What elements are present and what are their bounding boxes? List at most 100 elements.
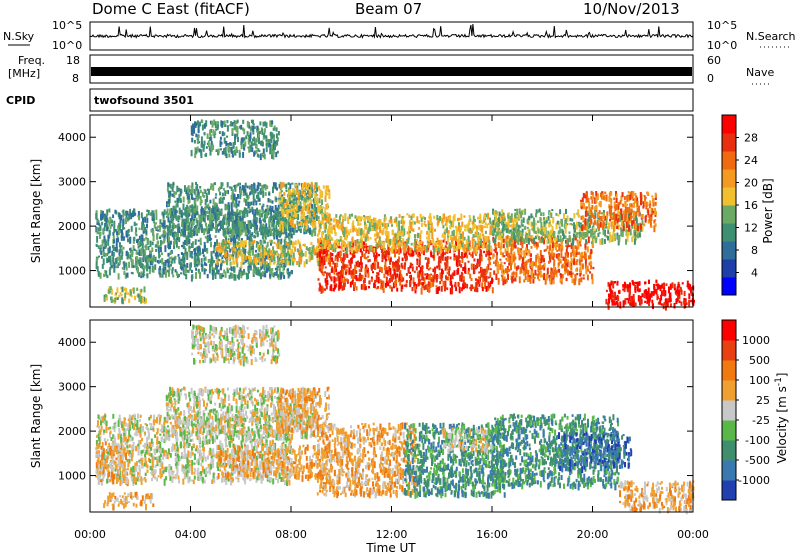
echo-cell	[122, 261, 125, 265]
echo-cell	[458, 217, 461, 221]
nave-tick-top: 60	[707, 54, 721, 67]
echo-cell	[480, 274, 483, 278]
echo-cell	[368, 280, 371, 285]
echo-cell	[508, 229, 511, 234]
echo-cell	[503, 255, 506, 258]
echo-cell	[116, 256, 119, 261]
nsky-tick-top: 10^5	[52, 19, 82, 32]
echo-cell	[258, 131, 261, 134]
echo-cell	[124, 272, 127, 279]
echo-cell	[249, 260, 251, 264]
echo-cell	[260, 212, 263, 218]
echo-cell	[359, 222, 362, 226]
echo-cell	[290, 208, 293, 215]
echo-cell	[243, 251, 246, 254]
echo-cell	[285, 183, 288, 189]
echo-cell	[243, 207, 246, 213]
echo-cell	[581, 251, 583, 256]
echo-cell	[458, 235, 461, 241]
echo-cell	[354, 239, 357, 246]
echo-cell	[128, 213, 131, 221]
echo-cell	[298, 182, 301, 186]
echo-cell	[244, 248, 247, 254]
echo-cell	[407, 247, 410, 254]
echo-cell	[582, 274, 585, 277]
echo-cell	[584, 243, 587, 249]
echo-cell	[248, 237, 251, 242]
echo-cell	[368, 228, 371, 232]
echo-cell	[278, 241, 281, 245]
echo-cell	[409, 252, 412, 257]
echo-cell	[151, 247, 154, 252]
echo-cell	[497, 269, 499, 274]
echo-cell	[543, 276, 545, 281]
echo-cell	[281, 226, 284, 233]
echo-cell	[239, 222, 242, 229]
echo-cell	[264, 231, 267, 238]
echo-cell	[231, 256, 234, 260]
echo-cell	[571, 278, 574, 284]
echo-cell	[270, 239, 273, 244]
echo-cell	[219, 212, 222, 216]
echo-cell	[281, 214, 284, 222]
echo-cell	[429, 213, 432, 216]
echo-cell	[375, 287, 378, 290]
echo-cell	[391, 246, 394, 254]
echo-cell	[452, 221, 455, 228]
echo-cell	[377, 261, 380, 269]
echo-cell	[374, 233, 376, 237]
echo-cell	[182, 196, 185, 203]
echo-cell	[443, 213, 446, 220]
echo-cell	[253, 183, 256, 190]
echo-cell	[305, 223, 307, 226]
echo-cell	[527, 237, 530, 245]
echo-cell	[302, 211, 305, 217]
echo-cell	[447, 276, 450, 281]
echo-cell	[118, 249, 121, 256]
echo-cell	[270, 214, 273, 218]
echo-cell	[303, 225, 306, 232]
echo-cell	[418, 274, 421, 278]
echo-cell	[384, 216, 387, 221]
echo-cell	[252, 193, 255, 200]
echo-cell	[141, 226, 144, 231]
echo-cell	[326, 192, 329, 196]
echo-cell	[502, 278, 505, 286]
echo-cell	[231, 224, 234, 230]
echo-cell	[586, 265, 589, 272]
echo-cell	[554, 270, 557, 275]
echo-cell	[135, 249, 138, 255]
echo-cell	[456, 227, 458, 233]
echo-cell	[111, 266, 114, 269]
echo-cell	[369, 237, 372, 240]
echo-cell	[241, 210, 244, 217]
echo-cell	[418, 250, 421, 255]
echo-cell	[244, 182, 247, 188]
echo-cell	[270, 232, 273, 236]
echo-cell	[480, 219, 483, 224]
echo-cell	[190, 251, 193, 255]
echo-cell	[171, 218, 174, 225]
echo-cell	[98, 223, 101, 226]
echo-cell	[179, 192, 182, 197]
echo-cell	[365, 256, 368, 260]
echo-cell	[240, 238, 243, 242]
echo-cell	[243, 197, 246, 203]
echo-cell	[472, 234, 475, 238]
echo-cell	[171, 193, 174, 197]
echo-cell	[560, 273, 563, 280]
echo-cell	[193, 230, 196, 237]
echo-cell	[217, 269, 220, 273]
echo-cell	[249, 226, 252, 230]
echo-cell	[316, 197, 319, 202]
echo-cell	[544, 226, 547, 230]
echo-cell	[198, 262, 201, 266]
echo-cell	[390, 286, 393, 292]
echo-cell	[267, 229, 270, 233]
echo-cell	[460, 264, 463, 268]
echo-cell	[501, 265, 504, 270]
echo-cell	[564, 257, 566, 264]
echo-cell	[226, 259, 229, 266]
echo-cell	[293, 259, 296, 263]
